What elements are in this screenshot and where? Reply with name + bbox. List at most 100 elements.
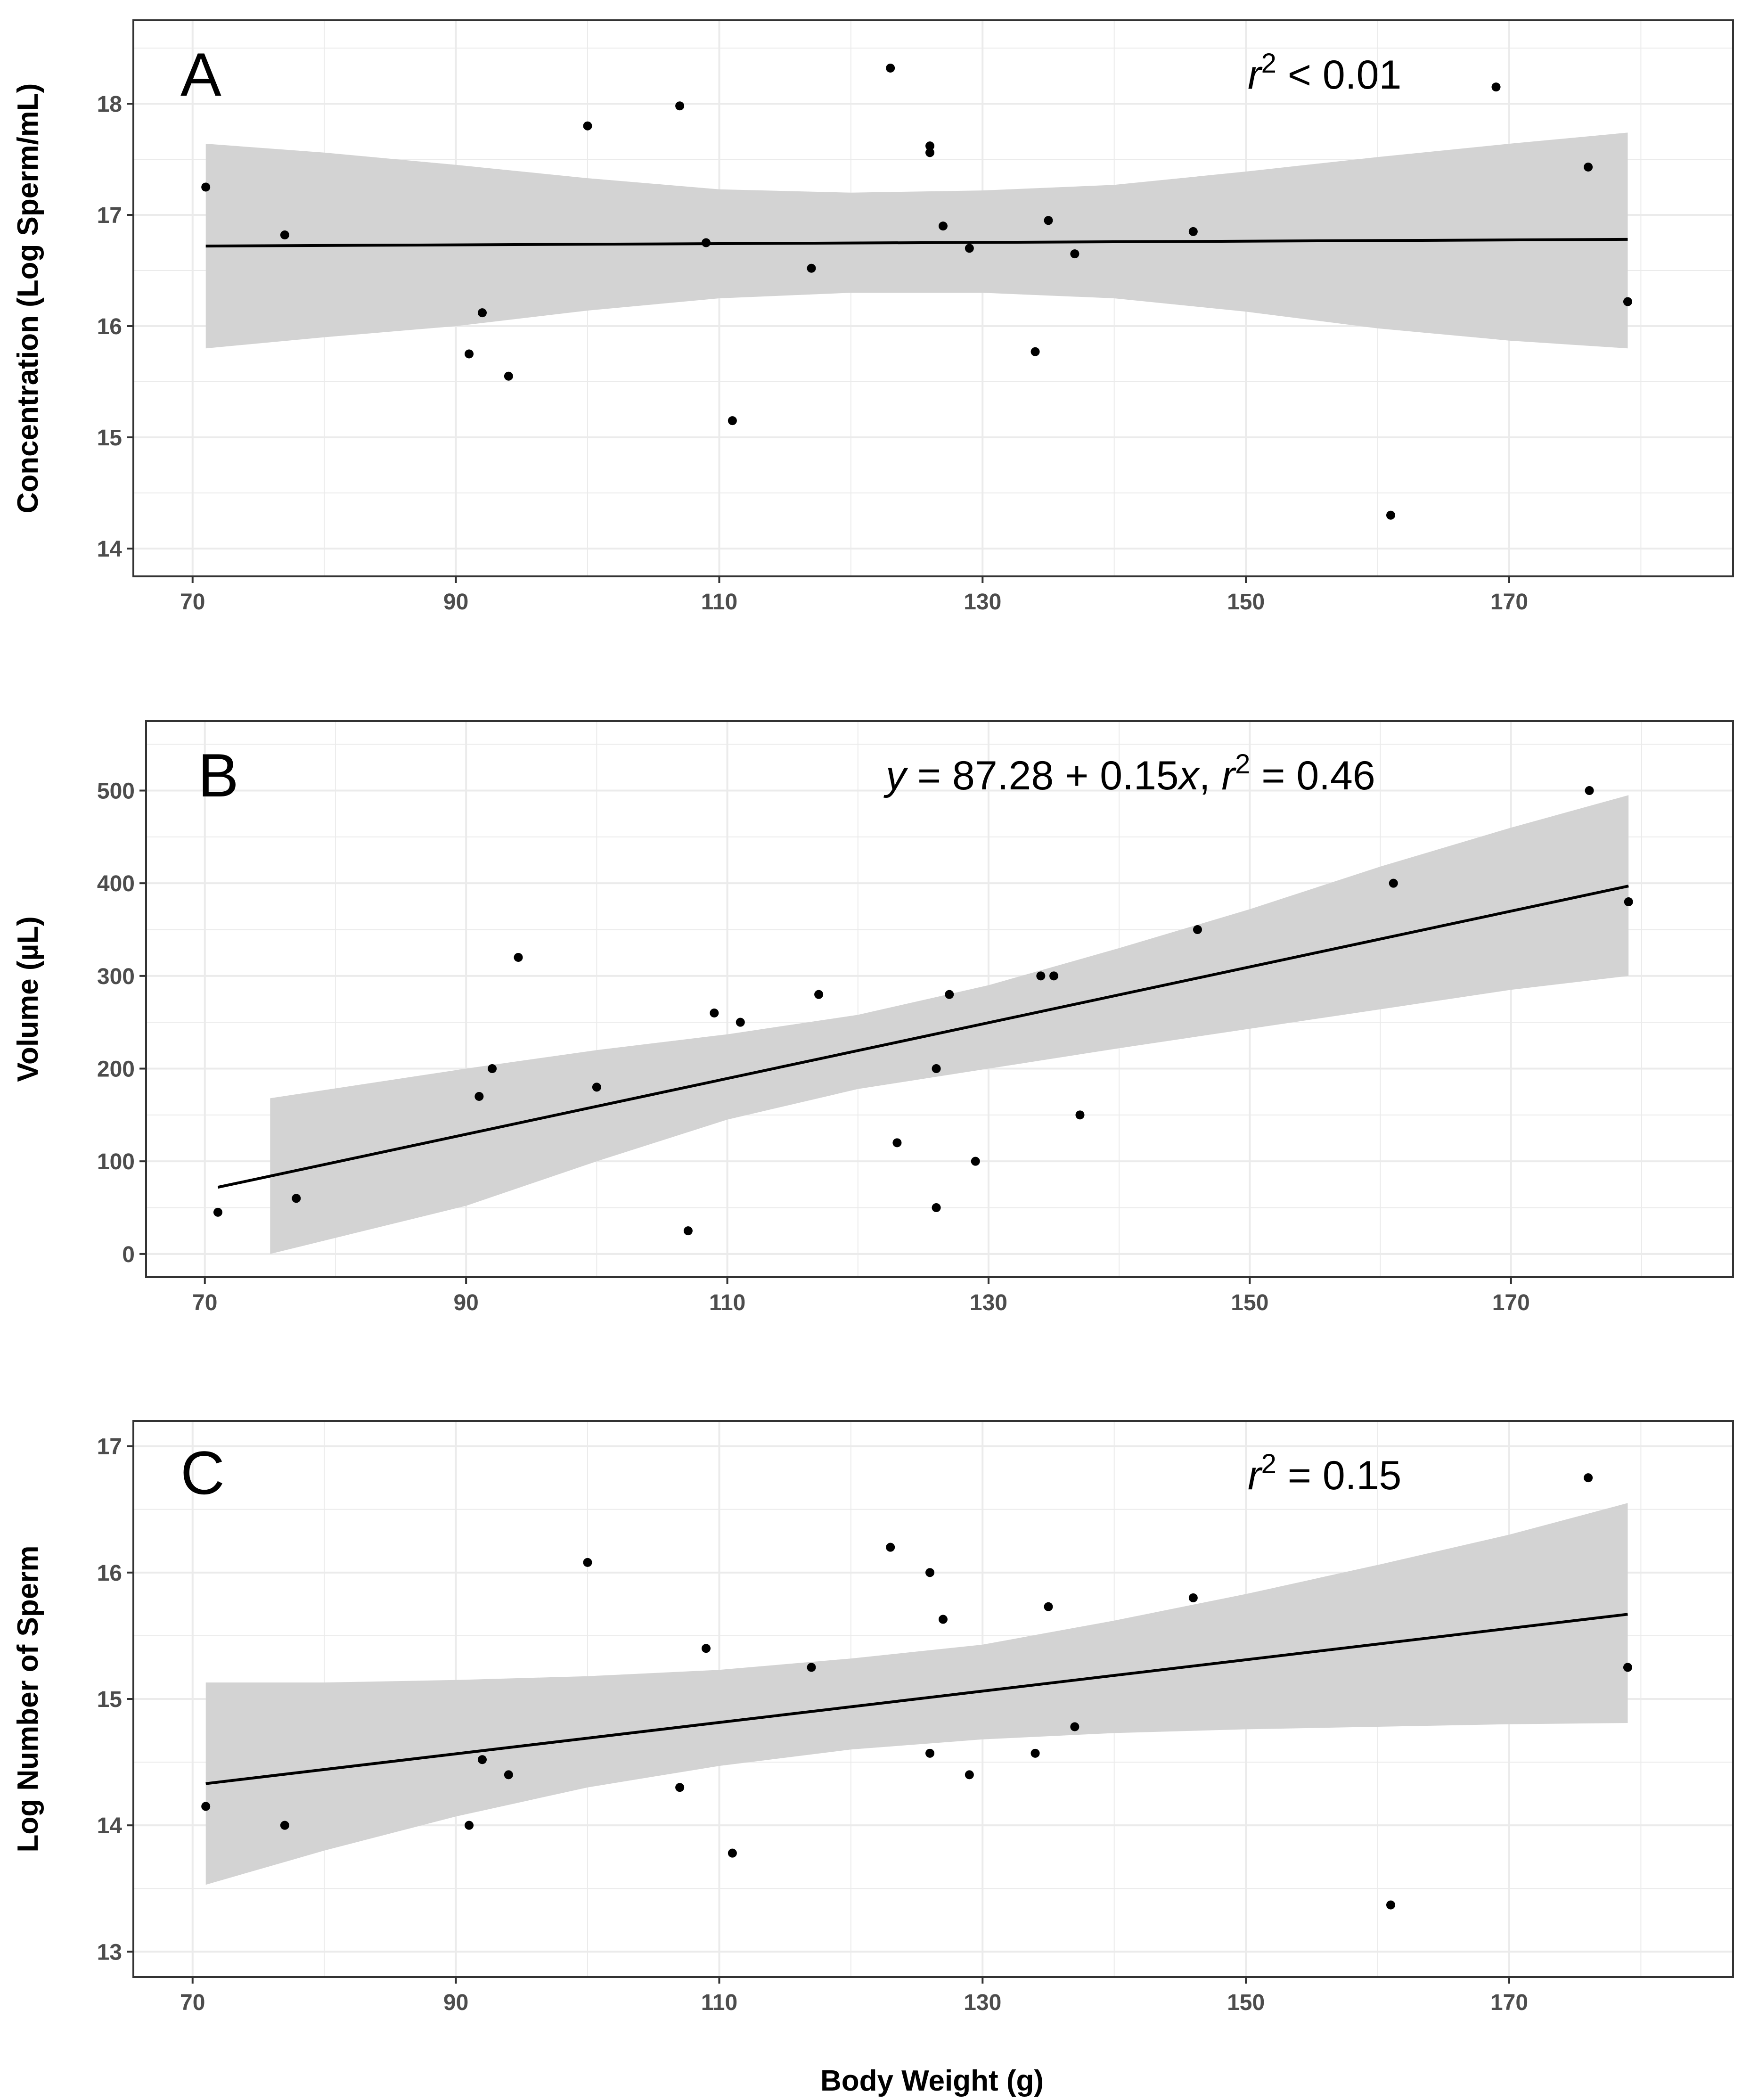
data-point: [1193, 925, 1202, 934]
data-point: [736, 1017, 745, 1027]
regression-line: [217, 885, 1629, 1189]
data-point: [886, 63, 895, 73]
data-point: [1188, 227, 1198, 236]
y-tick-label: 16: [97, 314, 122, 339]
panel-frame: [132, 19, 1734, 577]
regression-annotation: r2 < 0.01: [1248, 48, 1401, 98]
data-point: [1036, 971, 1046, 981]
data-point: [474, 1092, 484, 1101]
x-tick-label: 170: [1490, 1990, 1528, 2015]
regression-annotation: r2 = 0.15: [1248, 1449, 1401, 1498]
x-tick-label: 70: [180, 590, 205, 615]
x-tick-label: 70: [192, 1290, 217, 1315]
x-tick-label: 90: [443, 590, 468, 615]
data-point: [465, 349, 474, 359]
data-point: [807, 1663, 816, 1672]
x-tick-label: 150: [1231, 1290, 1268, 1315]
y-axis-title: Volume (µL): [12, 916, 44, 1082]
data-point: [488, 1064, 497, 1073]
data-point: [886, 1542, 895, 1552]
y-tick-label: 14: [97, 1813, 123, 1838]
y-axis-title: Log Number of Sperm: [12, 1545, 44, 1852]
data-point: [504, 1770, 513, 1780]
data-point: [514, 953, 523, 962]
y-tick-label: 15: [97, 1687, 122, 1712]
y-tick-label: 17: [97, 1435, 122, 1460]
data-point: [1188, 1593, 1198, 1602]
confidence-band: [205, 132, 1628, 349]
regression-annotation: y = 87.28 + 0.15x, r2 = 0.46: [883, 749, 1375, 798]
data-point: [728, 416, 737, 426]
data-point: [1070, 249, 1079, 259]
data-point: [1044, 216, 1053, 225]
panel-letter: A: [180, 40, 221, 109]
y-tick-label: 300: [97, 964, 135, 989]
data-point: [1030, 1748, 1040, 1758]
data-point: [201, 1802, 211, 1811]
data-point: [1386, 1900, 1395, 1910]
data-point: [583, 121, 592, 131]
data-point: [925, 1748, 935, 1758]
data-point: [1585, 786, 1594, 795]
data-point: [504, 371, 513, 381]
x-tick-label: 170: [1492, 1290, 1530, 1315]
data-point: [477, 308, 487, 318]
data-point: [675, 101, 685, 111]
data-point: [292, 1194, 301, 1203]
y-tick-label: 200: [97, 1057, 135, 1082]
panel-letter: B: [198, 741, 239, 810]
x-tick-label: 90: [453, 1290, 478, 1315]
data-point: [814, 990, 824, 999]
data-point: [465, 1821, 474, 1830]
y-tick-label: 17: [97, 203, 122, 228]
regression-line: [205, 238, 1628, 248]
y-axis-title: Concentration (Log Sperm/mL): [12, 83, 44, 514]
regression-line: [205, 1613, 1628, 1785]
data-point: [583, 1558, 592, 1567]
x-tick-label: 130: [970, 1290, 1007, 1315]
data-point: [1049, 971, 1059, 981]
data-point: [1386, 510, 1395, 520]
data-point: [932, 1203, 941, 1212]
x-tick-label: 130: [964, 1990, 1001, 2015]
y-tick-label: 13: [97, 1940, 122, 1965]
x-tick-label: 170: [1490, 590, 1528, 615]
data-point: [1044, 1602, 1053, 1611]
data-point: [213, 1207, 222, 1217]
data-point: [971, 1157, 980, 1166]
data-point: [201, 182, 211, 192]
data-point: [1584, 163, 1593, 172]
x-tick-label: 110: [701, 1990, 737, 2015]
panel-letter: C: [180, 1438, 225, 1507]
data-point: [1070, 1722, 1079, 1731]
y-tick-label: 500: [97, 779, 135, 804]
y-tick-label: 18: [97, 92, 122, 117]
data-point: [938, 1615, 948, 1624]
data-point: [592, 1083, 601, 1092]
data-point: [1491, 82, 1501, 92]
data-point: [1624, 897, 1633, 906]
panel-a: 70 90 110 130 150 170 14 15 16 17 18 Concentration …: [12, 19, 1734, 615]
y-tick-label: 100: [97, 1149, 135, 1174]
x-tick-label: 110: [701, 590, 737, 615]
data-point: [807, 263, 816, 273]
data-point: [925, 148, 935, 157]
data-point: [925, 141, 935, 151]
data-point: [280, 1821, 289, 1830]
data-point: [965, 244, 974, 253]
x-tick-label: 150: [1227, 1990, 1265, 2015]
y-tick-label: 15: [97, 426, 122, 451]
x-tick-label: 90: [443, 1990, 468, 2015]
y-tick-label: 400: [97, 871, 135, 896]
data-point: [1623, 1663, 1632, 1672]
data-point: [1623, 297, 1632, 306]
data-point: [932, 1064, 941, 1073]
panel-frame: [145, 720, 1734, 1278]
data-point: [701, 238, 711, 247]
data-point: [965, 1770, 974, 1780]
x-tick-label: 110: [709, 1290, 745, 1315]
x-tick-label: 130: [964, 590, 1001, 615]
data-point: [728, 1848, 737, 1858]
y-tick-label: 0: [122, 1242, 135, 1267]
